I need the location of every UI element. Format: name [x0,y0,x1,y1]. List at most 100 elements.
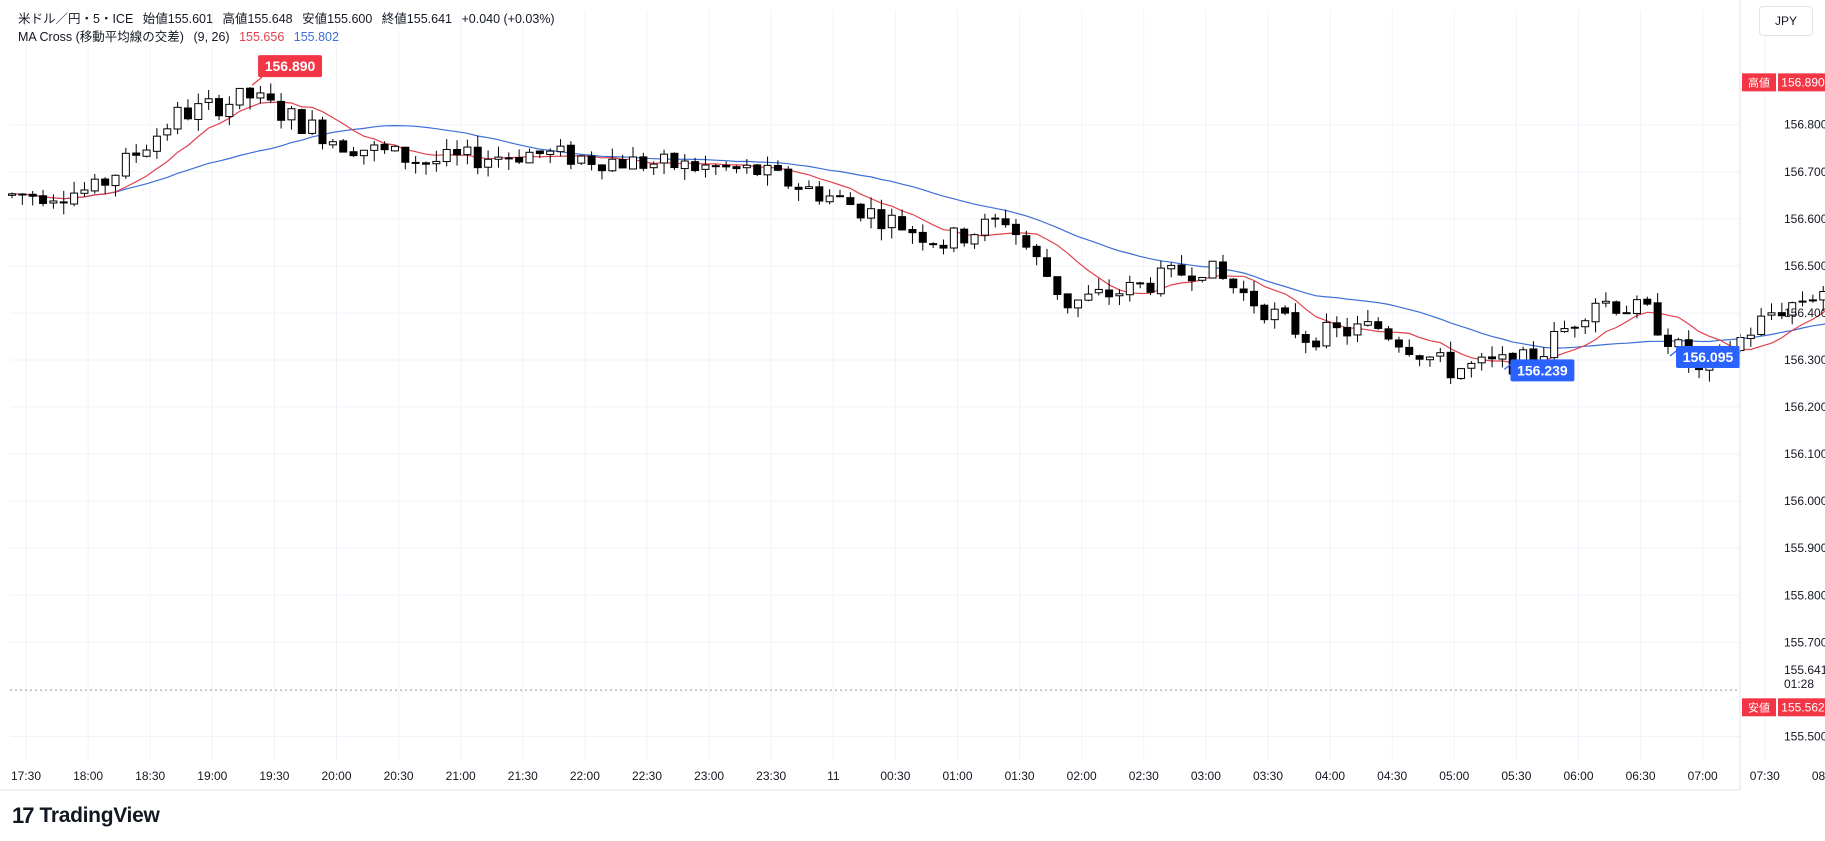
y-tick-label: 156.500 [1784,259,1825,273]
x-tick-label: 20:30 [384,769,414,783]
candle-body [90,178,99,192]
candle-body [608,158,617,172]
candle-body [163,128,172,136]
x-tick-label: 00:30 [880,769,910,783]
x-tick-label: 04:00 [1315,769,1345,783]
candle-body [711,165,720,168]
candle-body [380,143,389,151]
tradingview-mark-icon: 17 [12,803,35,828]
candle-body [691,161,700,172]
candle-body [1115,293,1124,297]
x-tick-label: 19:00 [197,769,227,783]
candle-body [515,156,524,163]
candle-body [836,195,844,198]
y-tick-label: 156.300 [1784,353,1825,367]
x-tick-label: 19:30 [259,769,289,783]
x-tick-label: 02:30 [1129,769,1159,783]
y-tick-label: 155.500 [1784,729,1825,743]
x-tick-label: 05:00 [1439,769,1469,783]
candle-body [1022,235,1031,248]
candle-body [1498,354,1507,360]
candle-body [246,87,255,99]
moving-average-lines [11,101,1825,364]
y-tick-label: 156.200 [1784,400,1825,414]
callout-box [1676,346,1740,369]
candle-body [1664,334,1672,347]
y-tick-label: 155.800 [1784,588,1825,602]
candle-body [804,186,813,189]
candle-body [1322,321,1331,347]
currency-button[interactable]: JPY [1759,6,1813,36]
candle-body [70,192,79,205]
candle-body [1084,293,1093,301]
candle-body [1457,368,1465,379]
candle-body [349,151,358,157]
candle-body [908,229,917,234]
candle-body [308,119,317,134]
candle-body [1757,315,1766,335]
candle-body [1177,264,1186,276]
candle-body [1601,300,1610,304]
candle-body [825,195,834,203]
callout-box [258,55,323,78]
candle-body [939,244,948,249]
candle-body [1301,334,1310,343]
axes: 156.800 156.700 156.600 156.500 156.400 156.3… [0,0,1825,791]
candle-body [473,146,482,169]
candle-body [660,153,669,164]
candle-body [898,216,907,231]
candle-body [1394,339,1403,348]
candle-body [173,106,182,130]
candle-body [556,145,565,153]
ma-fast-value: 155.656 [239,30,285,44]
candle-body [1094,288,1103,294]
candle-body [1270,308,1279,321]
candle-body [742,164,751,169]
candle-body [1808,299,1817,302]
candle-body [297,109,306,134]
x-tick-label: 06:30 [1626,769,1656,783]
callout-label: 156.890 [265,58,316,74]
x-tick-label: 20:00 [321,769,351,783]
high-value: 高値155.648 [222,12,293,26]
tradingview-logo[interactable]: 17 TradingView [12,803,160,829]
candle-body [867,208,876,219]
candle-body [339,140,348,153]
candle-body [1363,321,1372,326]
candle-body [18,193,27,196]
high-price-badge-box [1778,73,1825,92]
candle-body [887,214,896,229]
y-tick-label: 155.700 [1784,635,1825,649]
callout-leader [251,76,263,86]
candle-body [649,163,658,169]
candle-body [1353,323,1362,336]
x-tick-label: 23:30 [756,769,786,783]
y-tick-label: 156.600 [1784,212,1825,226]
candle-body [639,156,648,169]
y-tick-label: 156.400 [1784,306,1825,320]
x-tick-label: 08:00 [1812,769,1825,783]
indicator-name: MA Cross (移動平均線の交差) [18,30,184,44]
y-tick-label: 156.700 [1784,165,1825,179]
candle-body [80,189,89,194]
candle-body [287,108,296,121]
candle-body [59,201,68,204]
candle-body [732,166,741,170]
candle-body [525,151,534,164]
candle-body [1043,257,1051,277]
x-tick-label: 03:00 [1191,769,1221,783]
x-tick-label: 07:00 [1688,769,1718,783]
x-tick-label: 17:30 [11,769,41,783]
candle-body [8,193,16,196]
candle-body [132,152,141,156]
candle-body [1136,282,1145,285]
candle-body [1612,301,1621,314]
low-value: 安値155.600 [302,12,373,26]
change-value: +0.040 (+0.03%) [461,12,555,26]
indicator-legend[interactable]: MA Cross (移動平均線の交差) (9, 26) 155.656 155.… [18,26,345,45]
candle-body [1384,328,1393,340]
candle-body [794,186,803,190]
candle-body [401,146,410,163]
candle-body [970,234,979,245]
